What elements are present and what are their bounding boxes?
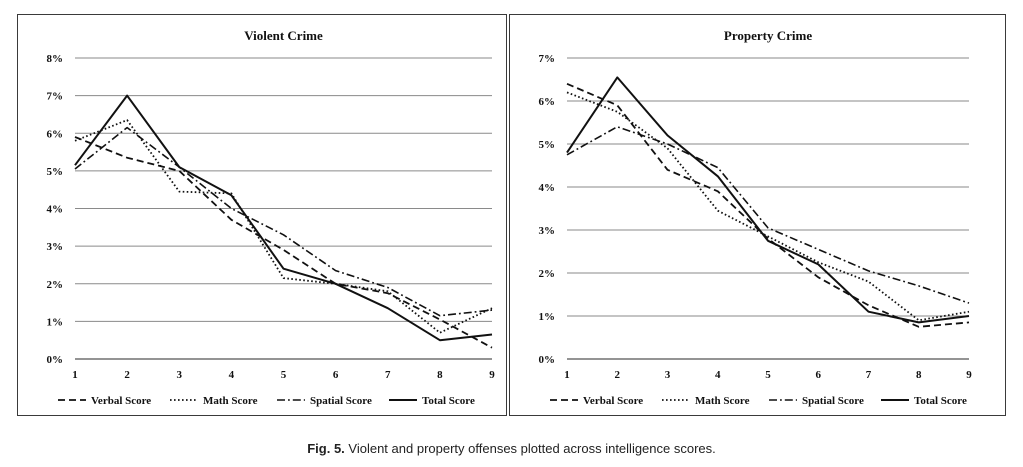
x-tick-label: 3 [665,369,671,381]
y-tick-label: 1% [47,316,64,328]
series-line-verbal-score [566,82,970,328]
y-tick-label: 6% [47,128,64,140]
figure-caption-text: Violent and property offenses plotted ac… [344,441,716,456]
figure-caption-label: Fig. 5. [307,441,345,456]
y-tick-label: 7% [539,53,556,65]
figure-caption: Fig. 5. Violent and property offenses pl… [0,441,1023,456]
x-tick-label: 6 [333,369,339,381]
x-tick-label: 5 [765,369,771,381]
legend-label: Spatial Score [310,395,372,407]
legend-label: Math Score [695,395,750,407]
series-line-total-score [566,76,970,324]
y-tick-label: 2% [539,268,556,280]
y-tick-label: 4% [539,182,556,194]
x-tick-label: 7 [866,369,872,381]
legend-label: Total Score [914,395,967,407]
x-tick-label: 1 [72,369,78,381]
legend-label: Math Score [203,395,258,407]
chart-violent-crime: Violent Crime 0% 1% 2% 3% 4% 5% 6% 7% 8% 1 2 3 4 5 6 7 8 9… [47,28,496,407]
chart-property-crime: Property Crime 0% 1% 2% 3% 4% 5% 6% 7% 1 2 3 4 5 6 7 8 9 V… [539,28,973,407]
x-tick-label: 4 [715,369,721,381]
series-line-spatial-score [74,126,493,317]
y-tick-label: 7% [47,91,64,103]
chart-panel-violent-crime: Violent Crime 0% 1% 2% 3% 4% 5% 6% 7% 8% 1 2 3 4 5 6 7 8 9… [17,14,507,416]
y-tick-label: 5% [539,139,556,151]
y-tick-label: 6% [539,96,556,108]
series-line-spatial-score [566,126,970,304]
x-tick-label: 2 [124,369,130,381]
x-tick-label: 3 [177,369,183,381]
x-tick-label: 1 [564,369,570,381]
y-tick-label: 0% [47,354,64,366]
x-tick-label: 8 [437,369,443,381]
chart-title: Violent Crime [244,28,323,43]
legend-label: Verbal Score [583,395,643,407]
chart-panel-property-crime: Property Crime 0% 1% 2% 3% 4% 5% 6% 7% 1 2 3 4 5 6 7 8 9 V… [509,14,1006,416]
x-tick-label: 6 [816,369,822,381]
x-tick-label: 9 [489,369,495,381]
series-line-math-score [566,91,970,322]
x-tick-label: 9 [966,369,972,381]
x-tick-label: 5 [281,369,287,381]
x-tick-label: 7 [385,369,391,381]
legend-label: Verbal Score [91,395,151,407]
y-tick-label: 0% [539,354,556,366]
series-line-total-score [74,94,493,342]
y-tick-label: 4% [47,204,64,216]
y-tick-label: 3% [47,241,64,253]
legend-label: Spatial Score [802,395,864,407]
series-line-verbal-score [74,136,493,349]
x-tick-label: 8 [916,369,922,381]
y-tick-label: 1% [539,311,556,323]
chart-title: Property Crime [724,28,812,43]
series-line-math-score [74,119,493,334]
y-tick-label: 2% [47,279,64,291]
y-tick-label: 8% [47,53,64,65]
x-tick-label: 2 [615,369,621,381]
legend-label: Total Score [422,395,475,407]
y-tick-label: 3% [539,225,556,237]
x-tick-label: 4 [229,369,235,381]
y-tick-label: 5% [47,166,64,178]
